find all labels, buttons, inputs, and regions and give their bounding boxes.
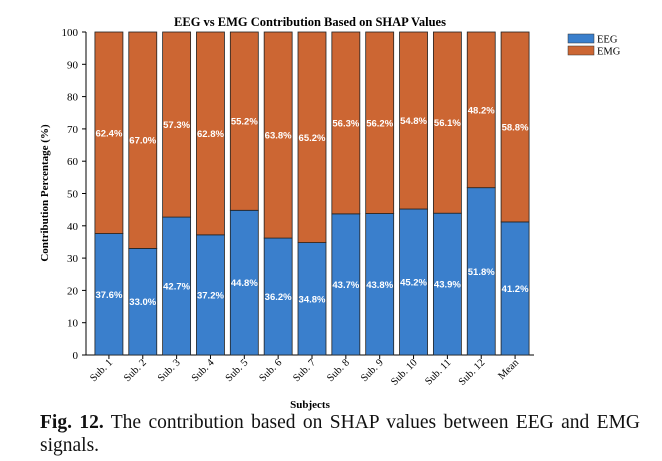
data-label-emg: 55.2%	[231, 117, 258, 128]
bar-emg	[432, 31, 462, 214]
data-label-emg: 56.2%	[366, 118, 393, 129]
data-label-eeg: 42.7%	[163, 282, 190, 293]
bar-eeg	[196, 234, 225, 356]
bar-emg	[94, 31, 124, 234]
data-label-eeg: 36.2%	[265, 292, 292, 303]
bar-eeg	[399, 208, 428, 356]
y-tick-label: 90	[67, 59, 79, 71]
legend-swatch-emg	[567, 45, 595, 56]
bar-eeg	[365, 213, 395, 356]
x-tick-label: Sub. 9	[359, 357, 386, 384]
data-label-emg: 67.0%	[129, 136, 156, 147]
bar-eeg	[128, 248, 158, 356]
legend-label-emg: EMG	[597, 47, 621, 58]
x-tick-label: Sub. 11	[423, 357, 453, 387]
y-tick-label: 10	[67, 318, 79, 330]
data-label-emg: 57.3%	[163, 120, 190, 131]
bar-emg	[297, 31, 327, 243]
legend-label-eeg: EEG	[597, 35, 618, 46]
x-tick-label: Sub. 4	[190, 357, 217, 384]
x-tick-label: Mean	[497, 357, 522, 382]
bar-eeg	[94, 233, 124, 356]
x-tick-label: Sub. 12	[457, 357, 487, 387]
y-tick-label: 70	[67, 124, 79, 136]
bar-eeg	[297, 242, 327, 356]
bars: 37.6% 62.4% 33.0% 67.0% 42.7% 57.3% 37.2% 62.8%…	[94, 31, 530, 356]
data-label-emg: 63.8%	[265, 131, 292, 142]
bar-eeg	[331, 213, 361, 356]
data-label-emg: 58.8%	[502, 122, 529, 133]
bar-emg	[162, 31, 192, 218]
chart-title: EEG vs EMG Contribution Based on SHAP Va…	[174, 15, 446, 29]
data-label-eeg: 43.8%	[366, 280, 393, 291]
data-label-eeg: 34.8%	[299, 294, 326, 305]
data-label-emg: 48.2%	[468, 105, 495, 116]
data-label-eeg: 37.2%	[197, 290, 224, 301]
bar-emg	[196, 31, 225, 236]
bar-eeg	[263, 237, 293, 356]
x-tick-label: Sub. 8	[325, 357, 352, 384]
data-label-eeg: 45.2%	[400, 278, 427, 289]
bar-eeg	[432, 212, 462, 356]
data-label-emg: 56.1%	[434, 118, 461, 129]
data-label-emg: 62.8%	[197, 129, 224, 140]
x-tick-label: Sub. 1	[88, 357, 115, 384]
y-tick-label: 60	[67, 156, 79, 168]
bar-emg	[229, 31, 259, 211]
bar-emg	[128, 31, 158, 249]
bar-emg	[399, 31, 428, 210]
legend-swatch-eeg	[567, 33, 595, 44]
bar-emg	[466, 31, 496, 189]
x-tick-label: Sub. 6	[258, 357, 285, 384]
figure-caption: Fig. 12. The contribution based on SHAP …	[40, 411, 640, 457]
bar-eeg	[162, 216, 192, 356]
data-label-emg: 56.3%	[332, 118, 359, 129]
bar-emg	[263, 31, 293, 239]
x-tick-label: Sub. 2	[122, 357, 149, 384]
bar-eeg	[229, 209, 259, 356]
x-tick-label: Sub. 3	[156, 357, 183, 384]
bar-emg	[365, 31, 395, 214]
y-tick-label: 20	[67, 285, 79, 297]
x-tick-label: Sub. 5	[224, 357, 251, 384]
y-tick-label: 30	[67, 253, 79, 265]
data-label-eeg: 43.7%	[332, 280, 359, 291]
x-tick-label: Sub. 10	[389, 357, 419, 387]
data-label-emg: 62.4%	[95, 128, 122, 139]
data-label-eeg: 44.8%	[231, 278, 258, 289]
data-label-eeg: 41.2%	[502, 284, 529, 295]
data-label-eeg: 37.6%	[95, 290, 122, 301]
caption-text: The contribution based on SHAP values be…	[40, 412, 640, 456]
data-label-eeg: 33.0%	[129, 297, 156, 308]
y-tick-label: 40	[67, 221, 79, 233]
caption-label: Fig. 12.	[40, 412, 104, 433]
data-label-emg: 65.2%	[299, 133, 326, 144]
bar-emg	[331, 31, 361, 215]
x-tick-label: Sub. 7	[291, 357, 318, 384]
y-axis-label: Contribution Percentage (%)	[39, 124, 51, 262]
bar-emg	[500, 31, 530, 223]
data-label-eeg: 43.9%	[434, 280, 461, 291]
y-tick-label: 0	[73, 350, 79, 362]
y-tick-label: 80	[67, 92, 79, 104]
y-tick-label: 100	[62, 27, 79, 39]
data-label-emg: 54.8%	[400, 116, 427, 127]
x-axis-label: Subjects	[290, 399, 330, 411]
y-tick-label: 50	[67, 189, 79, 201]
data-label-eeg: 51.8%	[468, 267, 495, 278]
